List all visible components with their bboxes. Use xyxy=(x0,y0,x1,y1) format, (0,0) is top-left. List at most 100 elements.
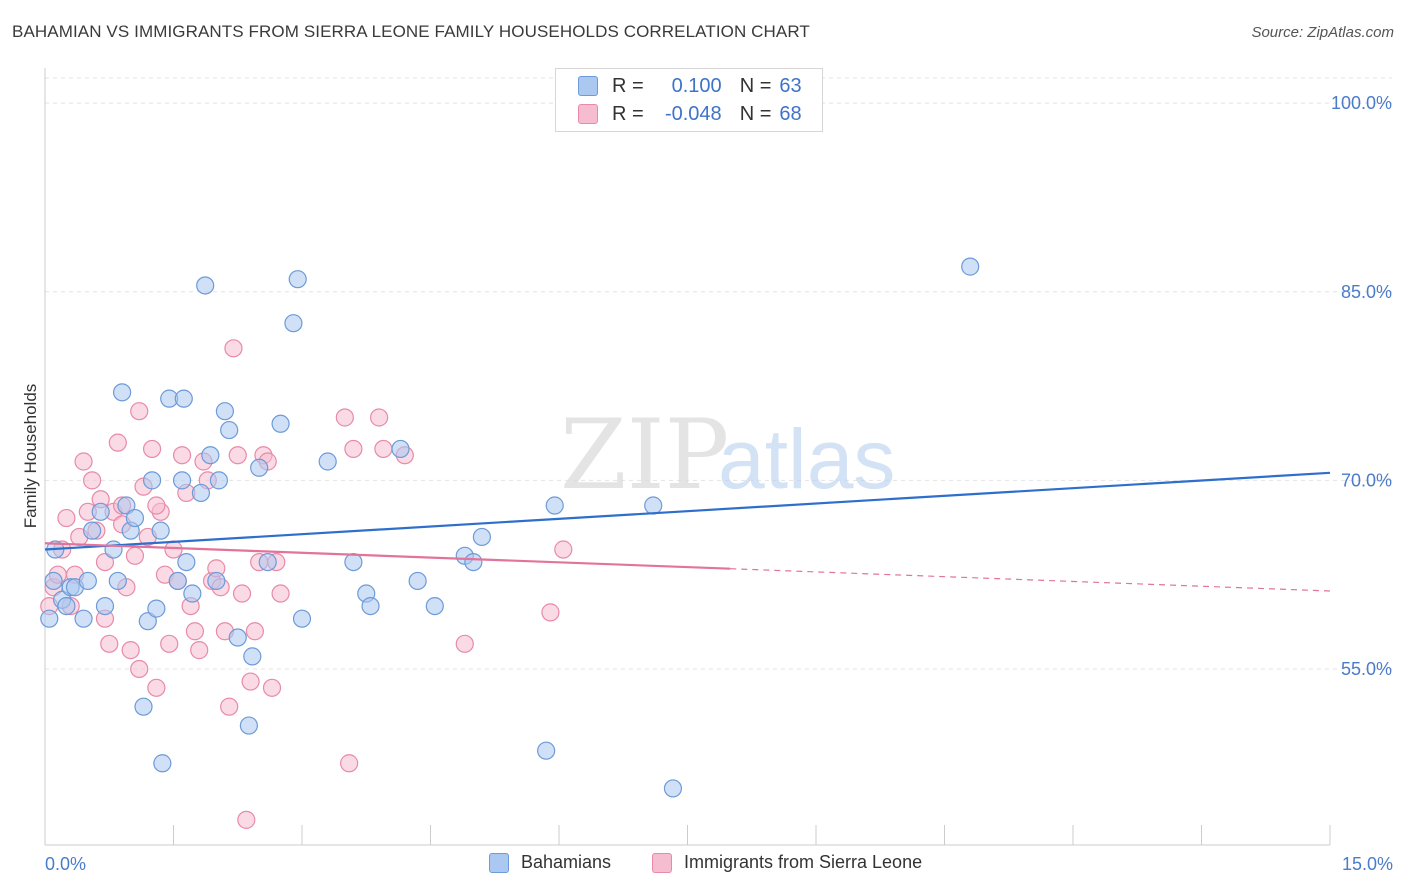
bahamian-point xyxy=(472,527,491,547)
y-tick-label: 70.0% xyxy=(1341,470,1392,490)
legend-swatch-blue xyxy=(578,76,598,96)
sierra-leone-point xyxy=(74,452,93,471)
bahamian-point xyxy=(177,552,196,572)
bahamian-point xyxy=(104,540,123,559)
legend-r-value: -0.048 xyxy=(664,102,722,125)
bottom-legend-swatch-blue xyxy=(489,852,509,873)
gridlines xyxy=(45,77,1392,670)
legend-n-label: N = xyxy=(739,74,772,97)
sierra-leone-point xyxy=(340,754,359,773)
bahamian-point xyxy=(147,599,166,618)
legend-n-label: N = xyxy=(739,102,772,125)
y-tick-label: 100.0% xyxy=(1331,93,1392,113)
bahamian-point xyxy=(464,552,483,572)
x-tick-label: 0.0% xyxy=(45,854,86,874)
bahamian-point xyxy=(201,446,220,465)
y-tick-label: 85.0% xyxy=(1341,282,1392,302)
bahamian-point xyxy=(74,609,93,628)
sierra-leone-point xyxy=(554,540,573,559)
bottom-legend-label: Immigrants from Sierra Leone xyxy=(684,852,923,872)
sierra-leone-trend-line xyxy=(44,542,731,570)
sierra-leone-point xyxy=(455,634,474,653)
legend-row-bahamians: R = 0.100 N = 63 xyxy=(578,72,802,100)
legend-r-label: R = xyxy=(612,74,644,97)
bahamian-point xyxy=(134,697,153,716)
sierra-leone-point xyxy=(237,810,256,829)
sierra-leone-point xyxy=(95,552,115,572)
y-tick-label: 55.0% xyxy=(1341,659,1392,679)
bahamian-point xyxy=(174,389,193,408)
sierra-leone-point xyxy=(100,634,119,653)
sierra-leone-point xyxy=(185,622,205,641)
sierra-leone-point xyxy=(147,496,166,515)
bahamian-point xyxy=(250,458,269,477)
sierra-leone-point xyxy=(228,446,247,465)
sierra-leone-point xyxy=(125,546,145,565)
bahamian-point xyxy=(284,314,303,333)
sierra-leone-point xyxy=(108,433,127,452)
sierra-leone-point xyxy=(160,634,179,653)
bahamian-point xyxy=(57,596,76,616)
legend-r-value: 0.100 xyxy=(671,74,722,97)
bahamian-point xyxy=(153,754,172,773)
bahamian-point xyxy=(391,439,410,459)
bahamian-point xyxy=(209,471,229,490)
x-tick-label: 15.0% xyxy=(1342,854,1393,874)
y-tick-labels: 55.0% 70.0% 85.0% 100.0% xyxy=(1331,93,1392,679)
bahamian-point xyxy=(318,452,337,471)
bahamian-point xyxy=(361,596,380,616)
y-axis-title: Family Households xyxy=(21,384,40,529)
bahamian-point xyxy=(344,552,363,572)
bahamian-point xyxy=(258,552,277,572)
bahamian-point xyxy=(95,596,115,616)
chart-title: BAHAMIAN VS IMMIGRANTS FROM SIERRA LEONE… xyxy=(12,22,810,41)
bottom-legend-bahamians: Bahamians xyxy=(489,852,611,873)
correlation-legend: R = 0.100 N = 63 R = -0.048 N = 68 xyxy=(555,68,823,132)
legend-n-value: 68 xyxy=(779,102,802,125)
bahamian-point xyxy=(292,609,312,628)
bahamian-point xyxy=(151,521,170,540)
legend-swatch-pink xyxy=(578,104,598,124)
bahamian-point xyxy=(215,402,234,421)
sierra-leone-point xyxy=(224,339,243,358)
bahamian-point xyxy=(663,779,683,798)
sierra-leone-point xyxy=(370,408,389,427)
bahamian-point xyxy=(125,508,145,528)
bahamian-point xyxy=(183,584,202,603)
bahamians-trend-line xyxy=(44,471,1331,551)
bahamian-point xyxy=(207,571,226,591)
bottom-legend-swatch-pink xyxy=(652,852,672,873)
source-label: Source: ZipAtlas.com xyxy=(1251,24,1394,41)
bahamian-point xyxy=(44,571,63,591)
bahamian-point xyxy=(117,496,136,515)
sierra-leone-point xyxy=(142,439,162,459)
sierra-leone-point xyxy=(57,508,76,528)
bottom-legend-sierra-leone: Immigrants from Sierra Leone xyxy=(652,852,922,873)
bahamian-point xyxy=(78,571,97,591)
axes xyxy=(44,68,1331,846)
bahamian-point xyxy=(191,483,211,503)
sierra-leone-point xyxy=(121,641,140,660)
bahamian-point xyxy=(168,571,187,591)
sierra-leone-point xyxy=(245,622,264,641)
bahamian-point xyxy=(545,496,564,515)
bahamian-point xyxy=(138,612,157,631)
sierra-leone-point xyxy=(335,408,354,427)
bahamian-point xyxy=(142,471,162,490)
trend-lines xyxy=(44,471,1331,592)
bahamian-point xyxy=(220,420,239,440)
x-tick-labels: 0.0% 15.0% xyxy=(45,854,1393,874)
sierra-leone-point xyxy=(164,540,183,559)
bahamian-point xyxy=(243,647,262,666)
bottom-legend-label: Bahamians xyxy=(521,852,612,872)
bahamian-point xyxy=(228,628,247,647)
sierra-leone-trend-line-extension xyxy=(730,568,1331,592)
bahamian-point xyxy=(40,609,59,628)
watermark-atlas: atlas xyxy=(718,412,895,506)
sierra-leone-point xyxy=(83,471,102,490)
bahamian-point xyxy=(239,716,258,735)
bahamian-point xyxy=(83,521,102,540)
bahamian-point xyxy=(91,502,110,521)
legend-r-label: R = xyxy=(612,102,644,125)
